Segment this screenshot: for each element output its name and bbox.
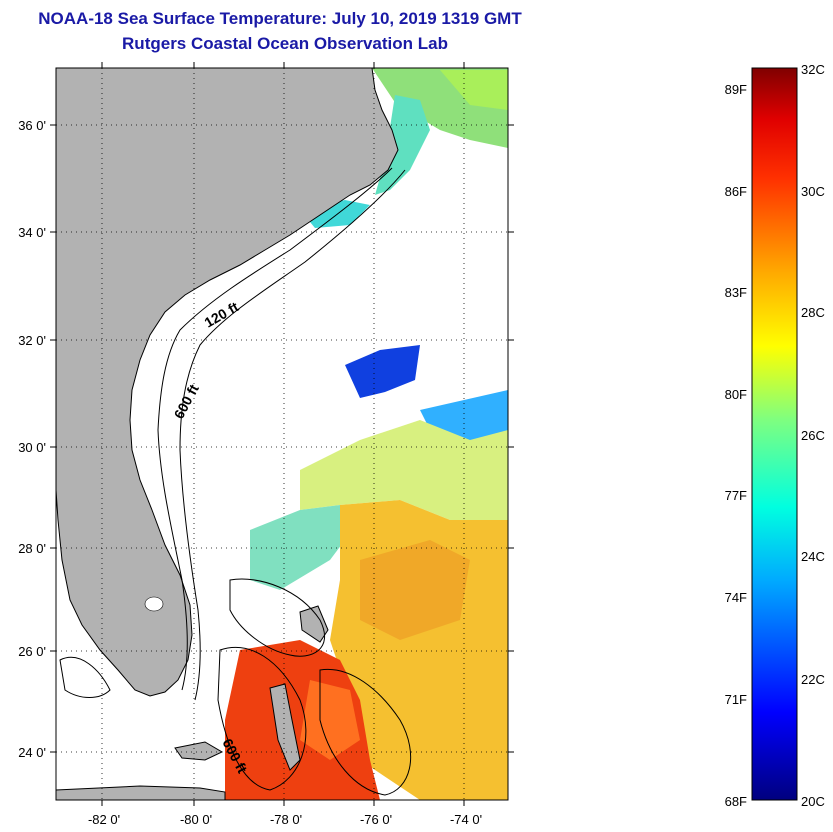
lon-ticks	[101, 62, 465, 806]
f-label: 68F	[725, 794, 747, 809]
map-frame	[55, 67, 509, 801]
colorbar-gradient	[751, 67, 798, 801]
graticule	[56, 68, 508, 800]
f-label: 89F	[725, 82, 747, 97]
colorbar: 89F 86F 83F 80F 77F 74F 71F 68F 32C 30C …	[725, 62, 825, 809]
map-subtitle: Rutgers Coastal Ocean Observation Lab	[122, 34, 448, 53]
c-label: 30C	[801, 184, 825, 199]
f-label: 83F	[725, 285, 747, 300]
c-label: 26C	[801, 428, 825, 443]
f-label: 71F	[725, 692, 747, 707]
map-title: NOAA-18 Sea Surface Temperature: July 10…	[38, 9, 522, 28]
c-label: 22C	[801, 672, 825, 687]
lat-label: 30 0'	[18, 440, 46, 455]
lat-label: 26 0'	[18, 644, 46, 659]
map-area: 120 ft 600 ft 600 ft	[56, 68, 508, 800]
lon-label: -80 0'	[180, 812, 212, 827]
c-label: 28C	[801, 305, 825, 320]
depth-contours	[59, 167, 412, 796]
colorbar-c-labels: 32C 30C 28C 26C 24C 22C 20C	[801, 62, 825, 809]
lon-labels: -82 0' -80 0' -78 0' -76 0' -74 0'	[88, 812, 482, 827]
sst-data-layer	[225, 68, 508, 800]
c-label: 32C	[801, 62, 825, 77]
f-label: 80F	[725, 387, 747, 402]
contour-label-120ft: 120 ft	[202, 298, 242, 330]
lon-label: -74 0'	[450, 812, 482, 827]
lat-label: 32 0'	[18, 333, 46, 348]
f-label: 74F	[725, 590, 747, 605]
colorbar-f-labels: 89F 86F 83F 80F 77F 74F 71F 68F	[725, 82, 747, 809]
lon-label: -82 0'	[88, 812, 120, 827]
f-label: 77F	[725, 488, 747, 503]
lat-label: 28 0'	[18, 541, 46, 556]
c-label: 24C	[801, 549, 825, 564]
lat-label: 24 0'	[18, 745, 46, 760]
f-label: 86F	[725, 184, 747, 199]
c-label: 20C	[801, 794, 825, 809]
lat-label: 36 0'	[18, 118, 46, 133]
lon-label: -76 0'	[360, 812, 392, 827]
contour-label-600ft: 600 ft	[171, 381, 202, 421]
lat-label: 34 0'	[18, 225, 46, 240]
lat-labels: 36 0' 34 0' 32 0' 30 0' 28 0' 26 0' 24 0…	[18, 118, 46, 760]
lat-ticks	[50, 124, 514, 753]
lon-label: -78 0'	[270, 812, 302, 827]
land-layer	[56, 68, 399, 800]
